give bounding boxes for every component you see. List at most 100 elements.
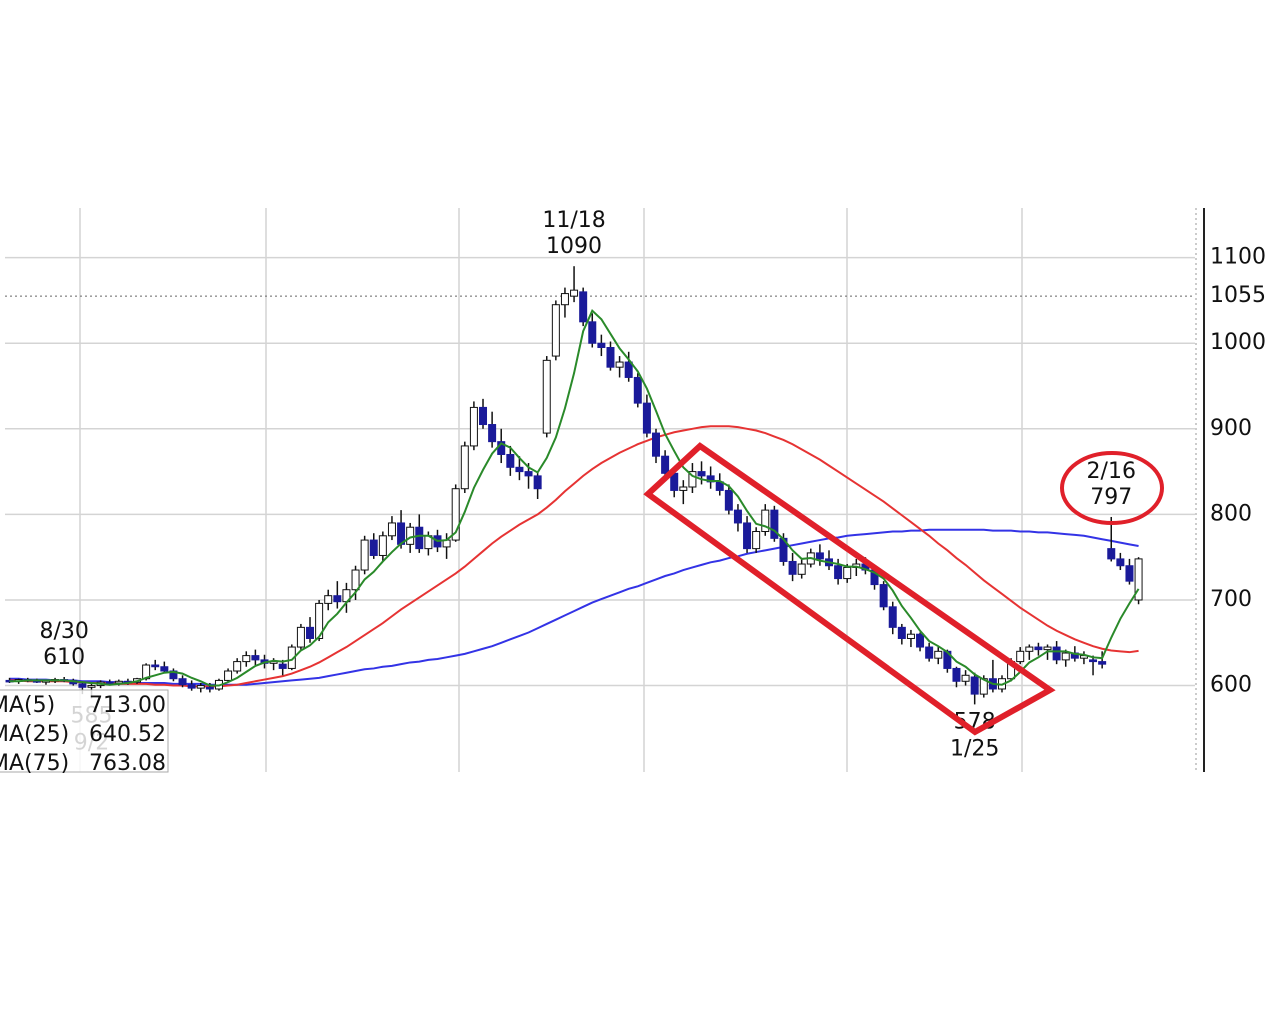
candle-layer: [5, 266, 1143, 705]
candle-body: [879, 584, 888, 608]
candle-body: [888, 606, 897, 628]
candle-body: [1107, 548, 1116, 560]
candle-body: [588, 321, 597, 344]
candle-body: [469, 406, 478, 447]
candle-body: [1089, 659, 1098, 663]
candle-body: [834, 565, 843, 580]
candle-body: [952, 667, 961, 682]
annotation-date: 2/16: [1087, 459, 1136, 484]
candle-body: [615, 361, 624, 368]
candle-body: [460, 445, 469, 490]
y-tick-label: 1000: [1210, 330, 1266, 355]
candle-body: [679, 486, 688, 491]
legend: MA(5) 713.00 MA(25) 640.52 MA(75) 763.08: [0, 689, 169, 776]
candle-body: [233, 661, 242, 672]
candle-body: [360, 539, 369, 571]
candle-body: [479, 406, 488, 426]
candle-body: [906, 633, 915, 639]
legend-box: [0, 689, 169, 773]
candle-body: [369, 539, 378, 556]
candle-body: [278, 663, 287, 669]
highlight-circle: [1060, 451, 1164, 525]
candle-body: [78, 683, 87, 688]
candle-body: [688, 471, 697, 488]
candle-body: [251, 655, 260, 661]
candle-body: [306, 626, 315, 639]
annotation-value: 797: [1090, 485, 1132, 510]
candle-body: [451, 488, 460, 541]
candle-body: [551, 304, 560, 357]
annotation-value: 1090: [546, 234, 602, 259]
grid-layer: [5, 256, 1195, 687]
candle-body: [788, 560, 797, 575]
candle-body: [515, 466, 524, 473]
candle-body: [160, 666, 169, 672]
candle-body: [105, 681, 114, 685]
y-tick-label: 800: [1210, 501, 1252, 526]
candle-body: [770, 509, 779, 539]
candle-body: [1098, 661, 1107, 665]
candle-body: [1125, 565, 1134, 582]
legend-name: MA(25): [0, 722, 69, 747]
candle-body: [506, 453, 515, 468]
candle-body: [961, 674, 970, 682]
candle-body: [752, 531, 761, 550]
candle-body: [897, 626, 906, 639]
candle-body: [415, 526, 424, 550]
candle-body: [815, 552, 824, 560]
candle-body: [287, 646, 296, 669]
candle-body: [624, 361, 633, 378]
candle-body: [151, 664, 160, 668]
candle-body: [1134, 558, 1143, 601]
candle-body: [296, 626, 305, 648]
candle-body: [87, 685, 96, 688]
candle-body: [1025, 646, 1034, 652]
ma5-layer: [9, 309, 1140, 687]
candle-body: [315, 602, 324, 639]
annotation-date: 11/18: [542, 208, 605, 233]
candle-body: [797, 563, 806, 575]
candle-body: [1043, 646, 1052, 651]
annotation-date: 8/30: [39, 619, 88, 644]
candle-body: [205, 686, 214, 690]
candle-body: [1016, 650, 1025, 663]
moving-average-line: [9, 309, 1140, 687]
annotation-value: 610: [43, 645, 85, 670]
candle-body: [570, 289, 579, 297]
candle-body: [224, 670, 233, 681]
candle-body: [542, 359, 551, 434]
candle-body: [916, 633, 925, 648]
candle-body: [606, 347, 615, 368]
candle-body: [324, 595, 333, 604]
candle-body: [524, 471, 533, 477]
candle-body: [488, 424, 497, 443]
candle-body: [761, 509, 770, 533]
candle-body: [1052, 646, 1061, 661]
candle-body: [661, 455, 670, 474]
candle-body: [406, 526, 415, 545]
candle-body: [970, 676, 979, 695]
candle-body: [925, 646, 934, 659]
annotation-date: 1/25: [950, 736, 999, 761]
legend-name: MA(75): [0, 751, 69, 776]
candle-body: [1034, 646, 1043, 651]
candle-body: [351, 569, 360, 591]
candle-body: [1116, 558, 1125, 567]
moving-average-line: [9, 528, 1139, 686]
candle-body: [378, 535, 387, 556]
candle-body: [597, 342, 606, 349]
y-tick-label: 600: [1210, 673, 1252, 698]
candle-body: [333, 595, 342, 603]
candle-body: [242, 655, 251, 663]
trend-channel: [643, 442, 1056, 736]
candle-body: [560, 293, 569, 306]
legend-value: 763.08: [89, 751, 166, 776]
candle-body: [178, 678, 187, 686]
candle-body: [733, 509, 742, 524]
candle-body: [387, 522, 396, 537]
candle-body: [579, 291, 588, 323]
candle-body: [533, 475, 542, 490]
candle-body: [1061, 652, 1070, 661]
